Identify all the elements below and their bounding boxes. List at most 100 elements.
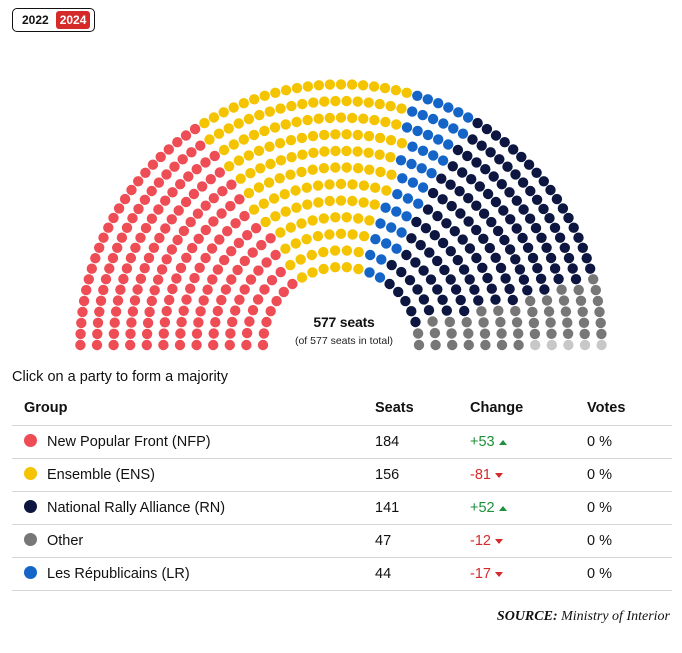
seat-dot xyxy=(275,155,287,166)
seat-dot xyxy=(474,181,485,192)
seat-dot xyxy=(307,130,319,142)
party-color-dot xyxy=(24,533,37,546)
seat-dot xyxy=(171,273,182,284)
seat-dot xyxy=(204,134,215,145)
seat-dot xyxy=(395,155,407,166)
seat-dot xyxy=(233,237,245,249)
seat-dot xyxy=(341,245,353,256)
seat-dot xyxy=(391,206,402,217)
seat-dot xyxy=(563,252,575,264)
seat-dot xyxy=(118,273,129,285)
seat-dot xyxy=(560,306,572,317)
seat-dot xyxy=(498,205,509,216)
seat-dot xyxy=(437,194,448,205)
year-2022-option[interactable]: 2022 xyxy=(22,13,49,27)
party-row[interactable]: Other 47 -12 0 % xyxy=(12,524,672,558)
seat-dot xyxy=(258,198,269,209)
seat-dot xyxy=(469,284,480,295)
party-change-cell: +52 xyxy=(470,491,587,525)
seat-dot xyxy=(463,328,474,339)
seat-dot xyxy=(563,339,574,351)
seat-dot xyxy=(302,81,314,92)
seat-dot xyxy=(95,295,107,306)
seat-dot xyxy=(330,145,341,157)
seat-dot xyxy=(207,274,218,285)
seat-dot xyxy=(291,82,303,94)
seat-dot xyxy=(212,305,223,317)
seat-dot xyxy=(423,305,435,316)
party-seats: 44 xyxy=(375,557,470,591)
seat-dot xyxy=(341,129,352,140)
seat-dot xyxy=(216,294,227,306)
seat-dot xyxy=(234,294,245,305)
year-toggle[interactable]: 2022 2024 xyxy=(12,8,96,32)
seat-dot xyxy=(306,249,317,261)
party-change: -12 xyxy=(470,533,491,549)
seat-dot xyxy=(275,266,286,278)
seat-dot xyxy=(319,129,330,141)
party-row[interactable]: Ensemble (ENS) 156 -81 0 % xyxy=(12,458,672,492)
seat-total-subline: (of 577 seats in total) xyxy=(294,335,394,347)
party-row[interactable]: Les Républicains (LR) 44 -17 0 % xyxy=(12,557,672,591)
seat-dot xyxy=(285,259,296,271)
seat-dot xyxy=(274,138,286,149)
seat-dot xyxy=(132,284,143,295)
seat-dot xyxy=(459,305,470,317)
seat-dot xyxy=(507,294,518,306)
seat-dot xyxy=(226,179,237,190)
seat-dot xyxy=(286,100,297,112)
hemicycle-chart xyxy=(75,79,607,351)
seat-dot xyxy=(411,216,422,228)
seat-dot xyxy=(478,317,489,328)
party-name-cell: Other xyxy=(12,524,375,558)
seat-dot xyxy=(375,166,386,178)
arrow-down-icon xyxy=(494,472,503,478)
seat-dot xyxy=(413,339,425,351)
seat-dot xyxy=(447,339,458,351)
seat-dot xyxy=(270,211,281,222)
seat-dot xyxy=(75,328,86,340)
seat-dot xyxy=(428,150,439,161)
seat-dot xyxy=(173,205,184,216)
seat-dot xyxy=(149,285,160,296)
seat-dot xyxy=(464,274,475,285)
seat-dot xyxy=(563,212,574,224)
seat-dot xyxy=(417,182,429,193)
seat-dot xyxy=(341,262,352,273)
seat-dot xyxy=(407,141,418,152)
seat-dot xyxy=(324,195,335,207)
seat-dot xyxy=(160,223,171,234)
party-name: New Popular Front (NFP) xyxy=(47,434,211,450)
seat-dot xyxy=(510,169,521,180)
seat-dot xyxy=(568,222,579,233)
seat-dot xyxy=(335,178,347,190)
seat-dot xyxy=(494,154,505,165)
seat-dot xyxy=(530,222,542,234)
seat-dot xyxy=(590,284,601,296)
seat-dot xyxy=(496,339,508,351)
seat-dot xyxy=(370,234,381,245)
seat-dot xyxy=(318,163,330,174)
seat-dot xyxy=(488,171,499,182)
seat-dot xyxy=(175,262,187,274)
seat-dot xyxy=(261,257,272,268)
seat-dot xyxy=(318,263,329,275)
seat-dot xyxy=(275,103,286,114)
party-row[interactable]: New Popular Front (NFP) 184 +53 0 % xyxy=(12,425,672,459)
seat-dot xyxy=(318,246,329,258)
seat-dot xyxy=(532,263,543,274)
year-2024-option[interactable]: 2024 xyxy=(55,11,91,29)
party-seats: 141 xyxy=(375,491,470,525)
seat-dot xyxy=(263,177,275,188)
seat-dot xyxy=(454,186,465,197)
seat-dot xyxy=(400,295,411,307)
party-row[interactable]: National Rally Alliance (RN) 141 +52 0 % xyxy=(12,491,672,525)
seat-dot xyxy=(396,138,408,149)
seat-dot xyxy=(261,316,272,328)
seat-dot xyxy=(191,328,203,339)
seat-dot xyxy=(527,306,538,318)
seat-dot xyxy=(358,113,369,124)
seat-dot xyxy=(463,216,474,227)
seat-dot xyxy=(412,328,424,339)
seat-dot xyxy=(390,85,402,96)
